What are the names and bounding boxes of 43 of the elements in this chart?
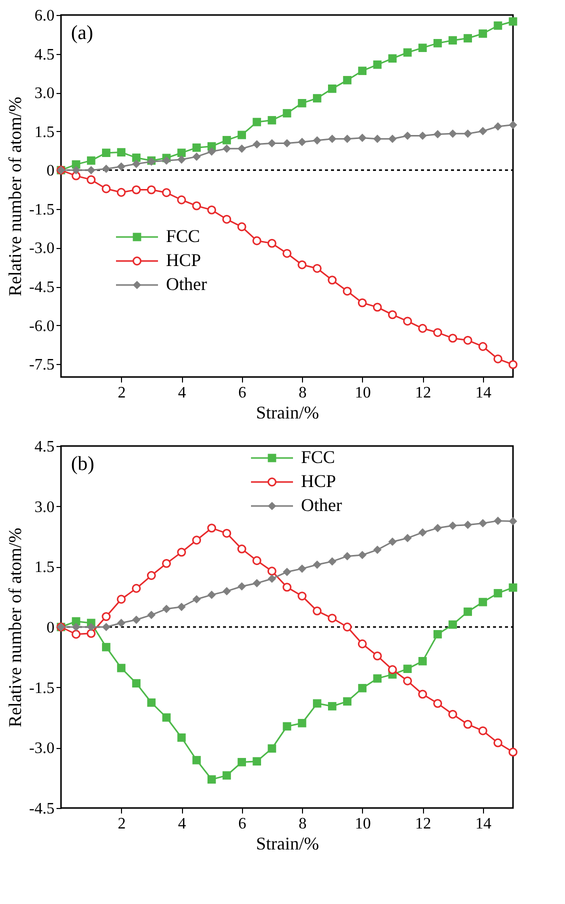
y-tick-label: -1.5 (29, 680, 54, 697)
annotation: (b) (71, 453, 94, 475)
legend-label: HCP (301, 471, 336, 491)
annotation: (a) (71, 22, 94, 44)
x-tick-label: 12 (415, 816, 432, 832)
legend-label: FCC (301, 447, 336, 467)
y-tick-label: 6.0 (34, 8, 54, 24)
y-tick-label: 4.5 (34, 438, 54, 456)
y-tick-label: -6.0 (29, 318, 54, 335)
y-tick-label: -4.5 (29, 800, 54, 818)
y-tick-label: 1.5 (34, 124, 54, 141)
legend-label: Other (301, 495, 342, 515)
legend-label: Other (166, 274, 207, 294)
y-tick-label: -7.5 (29, 356, 54, 374)
y-axis-title: Relative number of atom/% (5, 528, 26, 728)
y-tick-label: 3.0 (34, 85, 54, 102)
x-axis-title: Strain/% (256, 402, 319, 422)
x-tick-label: 14 (475, 384, 492, 402)
y-tick-label: 0 (46, 162, 54, 180)
y-tick-label: 0 (46, 620, 54, 636)
legend-label: HCP (166, 250, 202, 270)
x-axis-title: Strain/% (256, 834, 319, 854)
y-tick-label: 1.5 (34, 559, 54, 576)
y-tick-label: -3.0 (29, 240, 54, 258)
x-tick-label: 14 (475, 816, 492, 832)
y-tick-label: -3.0 (29, 740, 54, 758)
x-tick-label: 10 (354, 816, 371, 832)
y-tick-label: 3.0 (34, 498, 54, 516)
x-tick-label: 10 (354, 384, 371, 402)
x-tick-label: 4 (178, 816, 186, 832)
y-axis-title: Relative number of atom/% (5, 96, 26, 296)
x-tick-label: 12 (415, 384, 432, 402)
x-tick-label: 2 (118, 384, 126, 402)
x-tick-label: 8 (298, 816, 307, 832)
y-tick-label: 4.5 (34, 46, 54, 64)
y-tick-label: -1.5 (29, 201, 54, 218)
x-tick-label: 6 (238, 384, 246, 402)
x-tick-label: 4 (178, 384, 186, 402)
x-tick-label: 6 (238, 816, 246, 832)
x-tick-label: 8 (298, 384, 307, 402)
legend-label: FCC (166, 226, 200, 246)
x-tick-label: 2 (118, 816, 126, 832)
y-tick-label: -4.5 (29, 279, 54, 296)
